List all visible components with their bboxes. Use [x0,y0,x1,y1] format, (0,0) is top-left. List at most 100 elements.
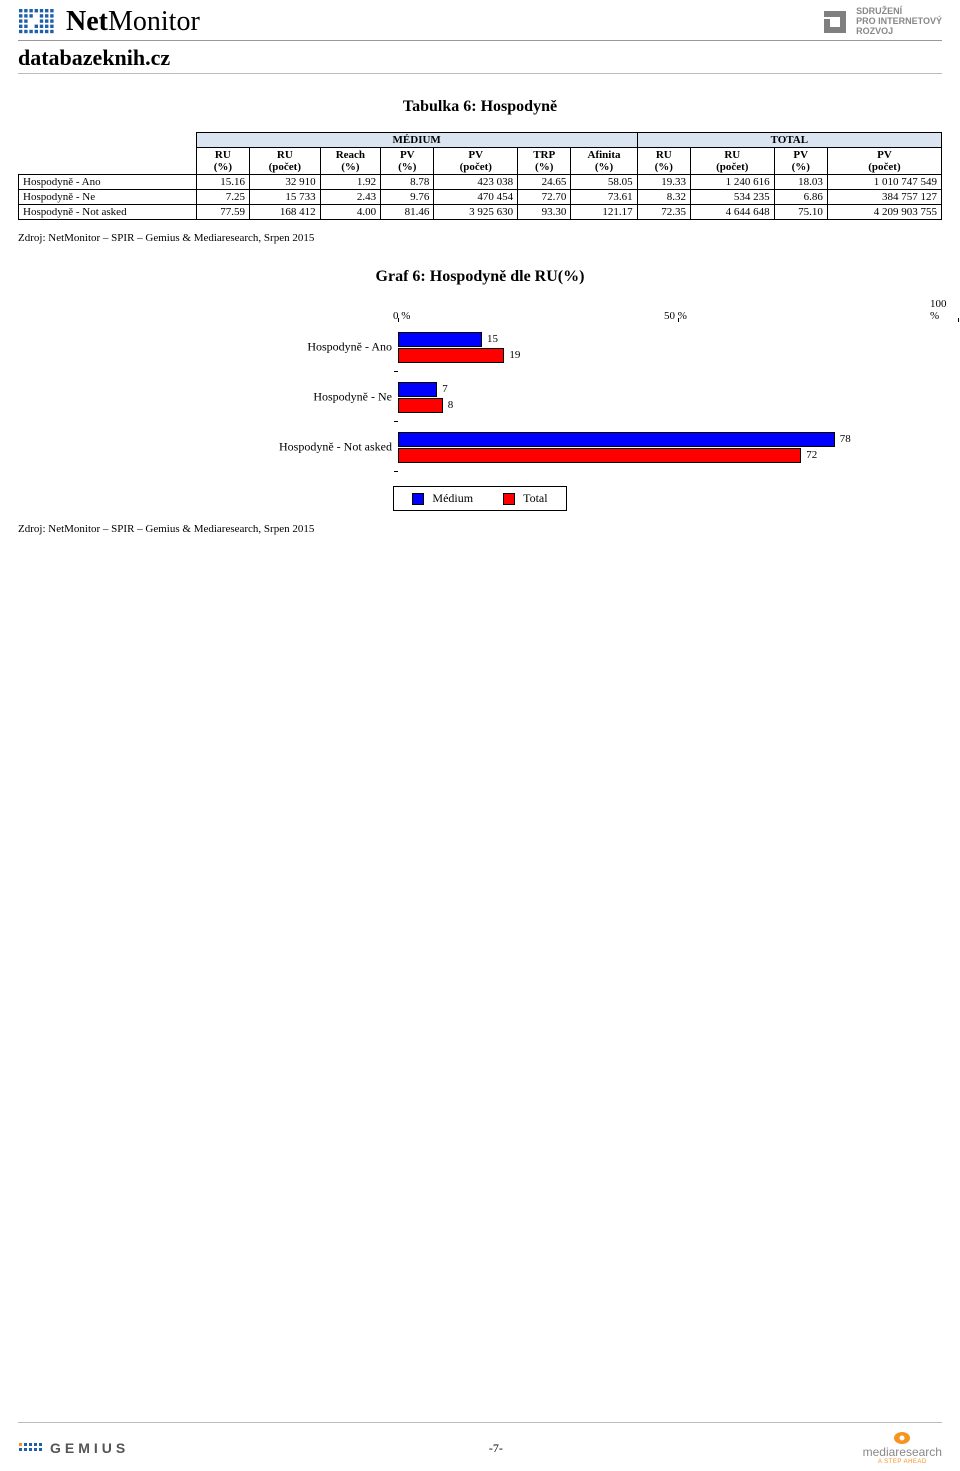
table-cell: 168 412 [250,205,321,220]
chart-value-label: 19 [509,349,520,361]
table-cell: 32 910 [250,175,321,190]
mediaresearch-logo: mediaresearch A STEP AHEAD [863,1431,942,1465]
chart-legend: Médium Total [393,486,566,511]
mediaresearch-icon [893,1431,911,1445]
table-cell: 470 454 [434,190,518,205]
table-cell: 534 235 [690,190,774,205]
table-title: Tabulka 6: Hospodyně [18,98,942,116]
table-corner [19,133,197,175]
table-cell: 8.32 [637,190,690,205]
table-row: Hospodyně - Not asked77.59168 4124.0081.… [19,205,942,220]
chart-category-label: Hospodyně - Ano [18,340,392,355]
table-cell: 15.16 [196,175,249,190]
table-cell: 72.70 [518,190,571,205]
table-cell: 24.65 [518,175,571,190]
table-cell: 81.46 [381,205,434,220]
table-cell: 75.10 [774,205,827,220]
table-row: Hospodyně - Ano15.1632 9101.928.78423 03… [19,175,942,190]
legend-item: Médium [412,491,473,506]
legend-label: Total [523,491,548,506]
table-cell: 7.25 [196,190,249,205]
table-cell: 2.43 [320,190,381,205]
brand-light: Monitor [108,6,200,37]
chart-value-label: 8 [448,399,454,411]
table-col-header: Reach(%) [320,148,381,175]
table-col-header: RU(%) [196,148,249,175]
legend-swatch [503,493,515,505]
table-col-header: RU(%) [637,148,690,175]
table-head: MÉDIUMTOTAL RU(%)RU(počet)Reach(%)PV(%)P… [19,133,942,175]
chart-bar [398,382,437,397]
site-name: databazeknih.cz [18,41,942,74]
table-row: Hospodyně - Ne7.2515 7332.439.76470 4547… [19,190,942,205]
table-cell: 4 209 903 755 [827,205,941,220]
header: NetMonitor SDRUŽENÍ PRO INTERNETOVÝ ROZV… [18,0,942,41]
table-col-header: PV(%) [774,148,827,175]
table-col-header: PV(počet) [434,148,518,175]
table-cell: 1 240 616 [690,175,774,190]
gemius-logo: GEMIUS [18,1440,129,1456]
chart-value-label: 7 [442,383,448,395]
table-cell: 18.03 [774,175,827,190]
table-cell: 77.59 [196,205,249,220]
table-cell: 1.92 [320,175,381,190]
table-col-header: Afinita(%) [571,148,637,175]
chart-category-label: Hospodyně - Not asked [18,440,392,455]
table-cell: 4 644 648 [690,205,774,220]
table-cell: 384 757 127 [827,190,941,205]
table-col-header: TRP(%) [518,148,571,175]
table-cell: 58.05 [571,175,637,190]
source-line-2: Zdroj: NetMonitor – SPIR – Gemius & Medi… [18,523,942,535]
spir-text: SDRUŽENÍ PRO INTERNETOVÝ ROZVOJ [856,7,942,37]
row-label: Hospodyně - Not asked [19,205,197,220]
brand-bold: Net [66,6,108,37]
table-col-header: RU(počet) [690,148,774,175]
chart-value-label: 15 [487,333,498,345]
table-cell: 72.35 [637,205,690,220]
table-col-header: PV(počet) [827,148,941,175]
chart-value-label: 72 [806,449,817,461]
table-col-header: RU(počet) [250,148,321,175]
axis-label: 0 % [393,310,410,322]
table-cell: 4.00 [320,205,381,220]
page-number: -7- [489,1441,503,1456]
table-cell: 8.78 [381,175,434,190]
table-cell: 73.61 [571,190,637,205]
chart-category-label: Hospodyně - Ne [18,390,392,405]
table-cell: 423 038 [434,175,518,190]
chart-bar [398,332,482,347]
table-group-header: MÉDIUM [196,133,637,148]
row-label: Hospodyně - Ano [19,175,197,190]
table-cell: 6.86 [774,190,827,205]
table-group-header: TOTAL [637,133,941,148]
axis-label: 100 % [930,298,958,322]
footer: GEMIUS -7- mediaresearch A STEP AHEAD [18,1422,942,1471]
table-cell: 121.17 [571,205,637,220]
chart-title: Graf 6: Hospodyně dle RU(%) [18,268,942,286]
spir-logo: SDRUŽENÍ PRO INTERNETOVÝ ROZVOJ [820,7,942,37]
data-table: MÉDIUMTOTAL RU(%)RU(počet)Reach(%)PV(%)P… [18,132,942,220]
table-cell: 9.76 [381,190,434,205]
legend-swatch [412,493,424,505]
chart: 0 %50 %100 %Hospodyně - Ano1519Hospodyně… [18,302,942,511]
source-line-1: Zdroj: NetMonitor – SPIR – Gemius & Medi… [18,232,942,244]
table-body: Hospodyně - Ano15.1632 9101.928.78423 03… [19,175,942,220]
table-col-header: PV(%) [381,148,434,175]
axis-label: 50 % [664,310,687,322]
chart-bar [398,432,835,447]
brand-text: NetMonitor [66,6,200,38]
table-cell: 1 010 747 549 [827,175,941,190]
chart-bar [398,448,801,463]
table-cell: 15 733 [250,190,321,205]
table-cell: 3 925 630 [434,205,518,220]
gemius-dots-icon [18,1442,44,1454]
chart-bar [398,398,443,413]
netmonitor-logo: NetMonitor [18,6,200,38]
row-label: Hospodyně - Ne [19,190,197,205]
spir-icon [820,7,850,37]
legend-label: Médium [432,491,473,506]
table-cell: 19.33 [637,175,690,190]
chart-bar [398,348,504,363]
legend-item: Total [503,491,548,506]
dots-icon [18,7,58,37]
